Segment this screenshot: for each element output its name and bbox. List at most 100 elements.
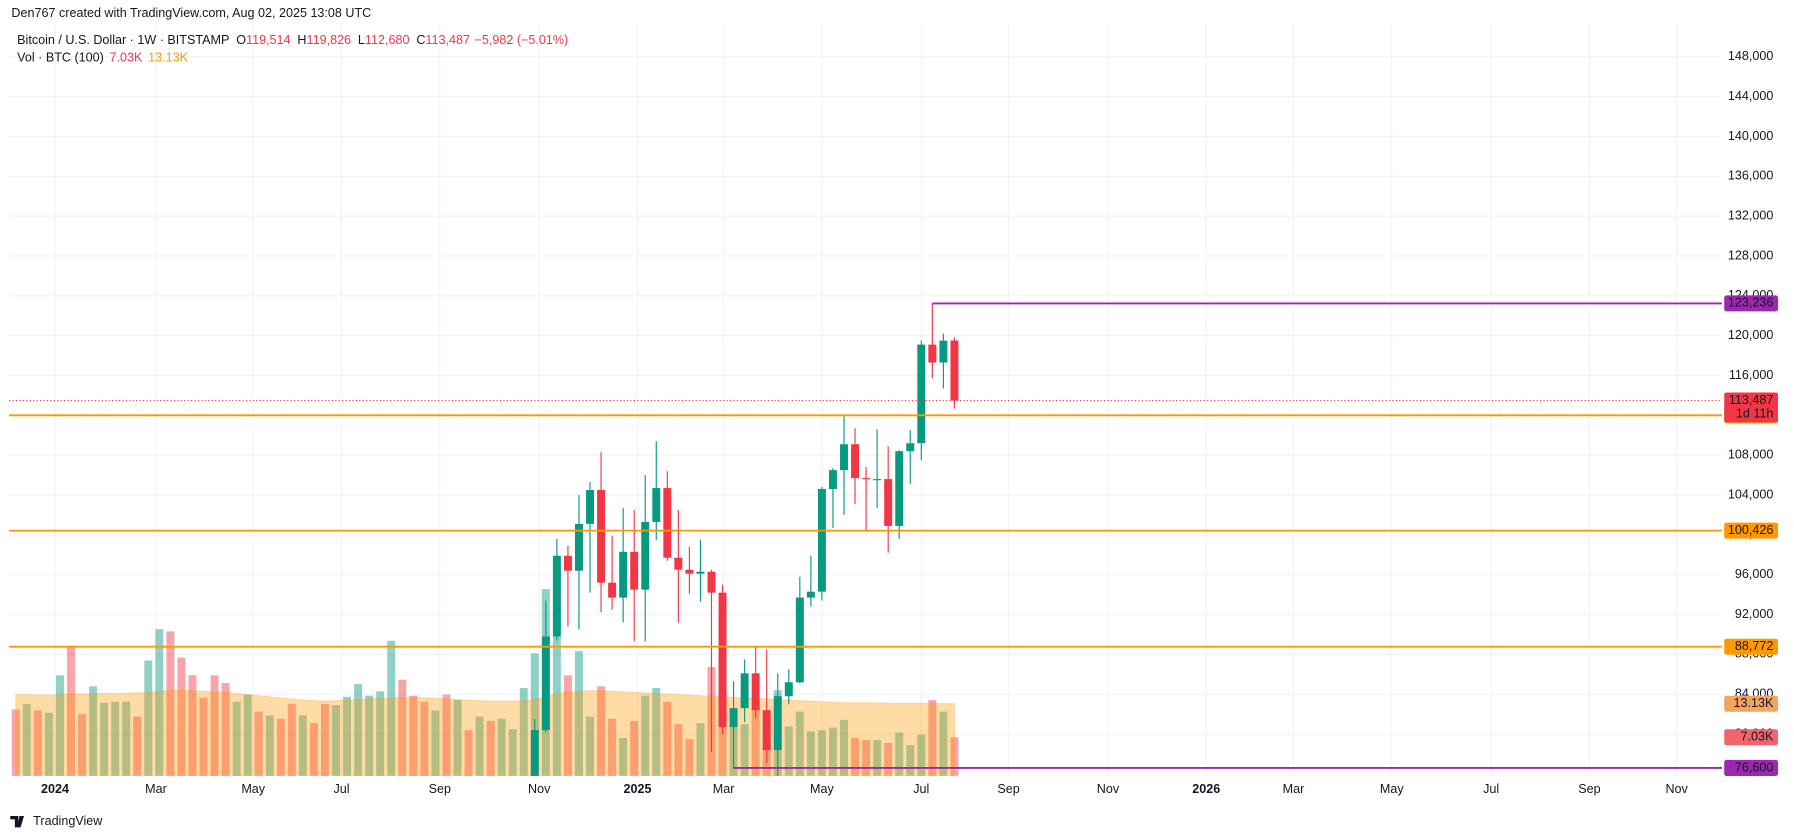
volume-bar bbox=[895, 732, 904, 776]
price-pane bbox=[530, 303, 959, 776]
x-tick-label: Sep bbox=[1578, 782, 1600, 796]
ohlc-key: H bbox=[297, 34, 306, 48]
volume-bar bbox=[950, 737, 959, 776]
candle-body bbox=[928, 344, 937, 363]
candle-body bbox=[674, 557, 683, 570]
volume-bar bbox=[298, 715, 307, 776]
candle-body bbox=[574, 523, 583, 571]
volume-bar bbox=[663, 701, 672, 776]
ohlc-value: 113,487 bbox=[425, 34, 470, 48]
volume-bar bbox=[420, 701, 429, 776]
ohlc-value: 119,826 bbox=[307, 34, 352, 48]
volume-bar bbox=[11, 709, 20, 776]
symbol: Bitcoin / U.S. Dollar · 1W · BITSTAMP bbox=[17, 34, 229, 48]
x-tick-label: May bbox=[241, 782, 265, 796]
volume-bar bbox=[431, 710, 440, 776]
ohlc-key: C bbox=[416, 34, 425, 48]
volume-bar bbox=[442, 694, 451, 776]
volume-bar bbox=[100, 702, 109, 776]
volume-bar bbox=[917, 734, 926, 776]
volume-ma-label-box bbox=[1724, 695, 1778, 712]
x-tick-label: Mar bbox=[145, 782, 167, 796]
x-tick-label: May bbox=[1380, 782, 1404, 796]
ohlc-value: 112,680 bbox=[365, 34, 410, 48]
volume-bar bbox=[851, 737, 860, 776]
level-label-box bbox=[1724, 522, 1778, 539]
volume-bar bbox=[795, 711, 804, 776]
level-label: 123,236 bbox=[1728, 296, 1773, 310]
volume-bar bbox=[354, 684, 363, 776]
volume-bar bbox=[210, 675, 219, 776]
candle-body bbox=[740, 673, 749, 709]
candle-body bbox=[652, 488, 661, 522]
candle-body bbox=[851, 444, 860, 479]
volume-bar bbox=[309, 723, 318, 776]
y-tick-label: 104,000 bbox=[1728, 487, 1773, 501]
symbol-line: Bitcoin / U.S. Dollar · 1W · BITSTAMP O 11… bbox=[17, 34, 568, 48]
volume-bar bbox=[497, 718, 506, 776]
candle-body bbox=[663, 488, 672, 558]
candle-body bbox=[884, 479, 893, 526]
brand: TradingView bbox=[33, 814, 103, 828]
volume-bar bbox=[817, 730, 826, 776]
volume-bar bbox=[740, 724, 749, 776]
candle-body bbox=[530, 730, 539, 776]
volume-bar bbox=[44, 712, 53, 776]
volume-bar bbox=[685, 739, 694, 776]
volume-bar bbox=[188, 675, 197, 776]
ohlc-key: L bbox=[358, 34, 365, 48]
volume-bar bbox=[321, 703, 329, 776]
volume-last: 7.03K bbox=[110, 51, 143, 65]
volume-bar bbox=[177, 657, 186, 776]
volume-ma-last: 13.13K bbox=[148, 51, 188, 65]
y-tick-label: 140,000 bbox=[1728, 129, 1773, 143]
overlays: 2024 Mar May Jul Sep Nov 2025 Mar May Jul Sep Nov 20… bbox=[9, 49, 1778, 796]
volume-bar bbox=[265, 715, 274, 776]
volume-bar bbox=[398, 679, 407, 776]
volume-bar bbox=[608, 718, 617, 776]
volume-bar bbox=[619, 737, 628, 776]
volume-bar bbox=[828, 727, 837, 776]
candle-body bbox=[641, 521, 650, 590]
x-tick-label: Mar bbox=[1283, 782, 1305, 796]
countdown: 1d 11h bbox=[1736, 407, 1774, 421]
volume-bar bbox=[22, 703, 31, 776]
candle-body bbox=[563, 555, 572, 571]
volume-ma-label: 13.13K bbox=[1734, 696, 1774, 710]
level-label: 88,772 bbox=[1735, 639, 1773, 653]
x-tick-label: Nov bbox=[1097, 782, 1120, 796]
y-tick-label: 96,000 bbox=[1735, 567, 1773, 581]
candle-body bbox=[828, 470, 837, 490]
candle-body bbox=[729, 708, 738, 728]
x-tick-label: Sep bbox=[429, 782, 451, 796]
credit: Den767 created with TradingView.com, Aug… bbox=[11, 6, 371, 20]
volume-bar bbox=[630, 720, 639, 776]
volume-bar bbox=[530, 653, 539, 776]
candle-body bbox=[895, 451, 904, 526]
candle-body bbox=[862, 478, 871, 480]
candle-body bbox=[762, 710, 771, 751]
x-tick-label: Jul bbox=[1483, 782, 1499, 796]
volume-bar bbox=[144, 660, 153, 776]
volume-bar bbox=[387, 640, 396, 776]
candle-body bbox=[773, 696, 782, 751]
y-tick-label: 92,000 bbox=[1735, 607, 1773, 621]
x-tick-label: Mar bbox=[713, 782, 735, 796]
y-tick-label: 108,000 bbox=[1728, 448, 1773, 462]
y-tick-label: 128,000 bbox=[1728, 248, 1773, 262]
candle-body bbox=[906, 443, 915, 452]
candle-body bbox=[586, 490, 594, 524]
candle-body bbox=[541, 636, 550, 731]
candle-body bbox=[806, 591, 815, 598]
volume-bar bbox=[574, 651, 583, 776]
volume-bar bbox=[464, 730, 473, 776]
volume-bar bbox=[33, 710, 42, 776]
candle-body bbox=[696, 571, 705, 574]
volume-bar bbox=[873, 740, 882, 776]
volume-bar bbox=[784, 726, 793, 776]
ohlc-key: O bbox=[236, 34, 246, 48]
volume-bar bbox=[508, 729, 517, 776]
level-label: 76,600 bbox=[1735, 760, 1773, 774]
